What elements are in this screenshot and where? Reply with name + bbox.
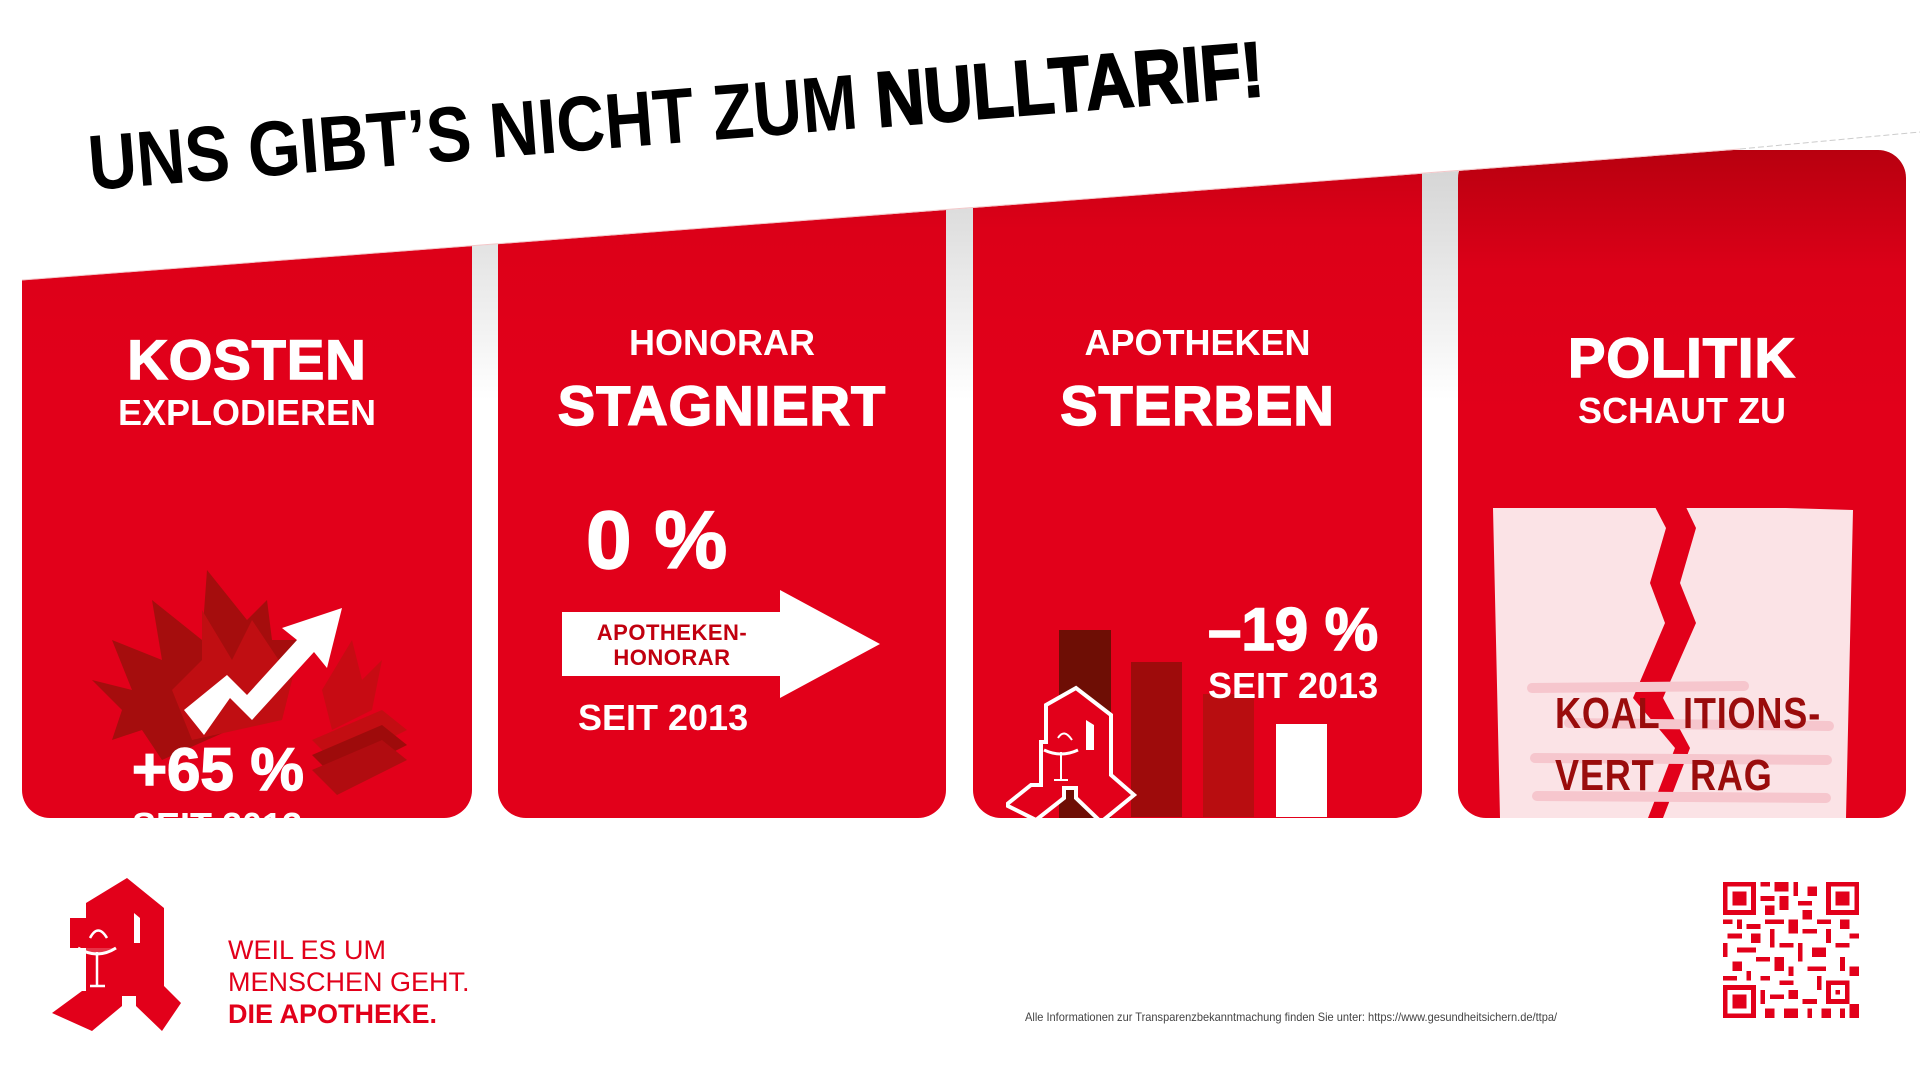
- doc-text-part: ITIONS-: [1683, 689, 1822, 738]
- stat-value: +65 %: [131, 736, 304, 803]
- stat-since-block: SEIT 2013: [578, 700, 748, 736]
- right-arrow-icon: [562, 590, 880, 698]
- panel-title-small: HONORAR: [629, 322, 815, 363]
- panel-honorar: HONORAR STAGNIERT 0 % APOTHEKEN- HONORAR…: [498, 100, 946, 818]
- rising-arrow-explosion-icon: [92, 570, 407, 795]
- footer-tagline: WEIL ES UM MENSCHEN GEHT. DIE APOTHEKE.: [228, 935, 470, 1031]
- panel-title-small: APOTHEKEN: [1084, 322, 1311, 363]
- torn-document-icon: [1493, 508, 1853, 818]
- transparency-note: Alle Informationen zur Transparenzbekann…: [1025, 1010, 1558, 1024]
- stat-block: –19 % SEIT 2013: [1207, 599, 1379, 706]
- panel-title-big: STAGNIERT: [557, 374, 887, 437]
- stat-value: 0 %: [585, 495, 728, 586]
- tagline-line: MENSCHEN GEHT.: [228, 966, 470, 997]
- stat-since: SEIT 2013: [578, 697, 749, 738]
- panel-title-big: STERBEN: [1059, 374, 1335, 437]
- stat-block: 0 %: [585, 499, 728, 583]
- panel-title-big: POLITIK: [1567, 326, 1796, 389]
- tagline-line-bold: DIE APOTHEKE.: [228, 998, 438, 1029]
- arrow-label: APOTHEKEN- HONORAR: [562, 620, 782, 671]
- stat-since: SEIT 2013: [1208, 665, 1379, 706]
- apotheke-logo-icon: [52, 878, 181, 1031]
- panel-title-big: KOSTEN: [127, 328, 367, 391]
- panel-kosten: KOSTEN EXPLODIEREN +65 % SEIT 2013: [22, 100, 472, 818]
- panel-title-small: SCHAUT ZU: [1578, 390, 1786, 431]
- qr-code-icon[interactable]: [1723, 882, 1859, 1018]
- arrow-label-line: APOTHEKEN-: [596, 620, 748, 645]
- doc-text-part: KOAL: [1555, 689, 1661, 738]
- doc-text-part: RAG: [1690, 751, 1773, 800]
- panel-title-small: EXPLODIEREN: [117, 392, 377, 433]
- panel-gap: [946, 100, 973, 400]
- panel-politik: POLITIK SCHAUT ZU KOAL ITIONS- VERT RAG: [1458, 150, 1906, 818]
- arrow-label-line: HONORAR: [613, 645, 731, 671]
- stat-since: SEIT 2013: [132, 808, 304, 819]
- apotheke-a-logo-icon: [1006, 685, 1138, 818]
- stat-block: +65 % SEIT 2013: [131, 739, 304, 819]
- doc-text-part: VERT: [1555, 751, 1655, 800]
- panel-apotheken: APOTHEKEN STERBEN –19 % SEIT 2013: [973, 100, 1422, 818]
- stat-value: –19 %: [1207, 596, 1379, 663]
- panel-gap: [1422, 100, 1458, 400]
- tagline-line: WEIL ES UM: [228, 935, 387, 965]
